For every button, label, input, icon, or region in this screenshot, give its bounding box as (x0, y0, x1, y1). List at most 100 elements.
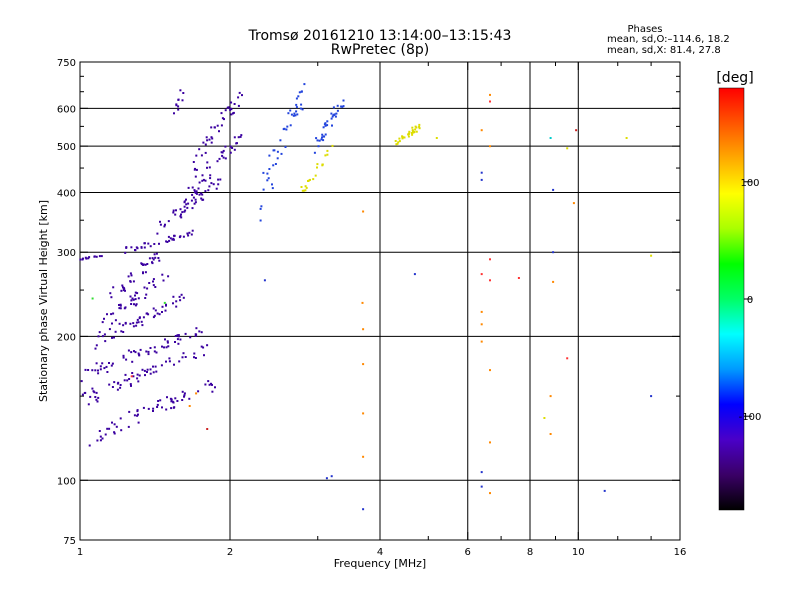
data-point (289, 109, 292, 112)
data-point (149, 347, 152, 349)
data-point (133, 303, 135, 306)
data-point (159, 220, 161, 223)
data-point (210, 141, 213, 144)
data-point (127, 425, 130, 428)
data-point (233, 148, 236, 151)
data-point (315, 137, 318, 140)
data-point (294, 114, 297, 117)
data-point (103, 333, 106, 336)
data-point (167, 345, 170, 348)
data-point (129, 295, 132, 298)
data-point (97, 396, 100, 399)
data-point (110, 296, 113, 299)
data-point (161, 406, 163, 409)
data-point (118, 322, 121, 325)
data-point (233, 103, 236, 105)
data-point (193, 356, 195, 359)
data-point (124, 306, 127, 309)
data-point (123, 379, 126, 382)
data-point (411, 133, 414, 136)
y-tick-label: 300 (57, 248, 76, 259)
data-point (221, 154, 224, 157)
data-point (330, 112, 333, 115)
data-point (237, 96, 240, 99)
data-point (167, 220, 170, 223)
data-point (236, 142, 238, 145)
data-point (136, 414, 139, 417)
data-point (174, 341, 176, 343)
data-point (134, 351, 137, 354)
data-point (187, 186, 190, 189)
data-point (166, 340, 169, 343)
data-point (97, 372, 100, 375)
data-point (316, 139, 319, 142)
data-point (285, 128, 288, 131)
data-point (176, 338, 179, 341)
data-point (183, 395, 185, 398)
data-point (230, 113, 233, 116)
data-point (411, 129, 414, 132)
data-point (324, 124, 327, 127)
data-point (222, 156, 225, 159)
data-point (489, 93, 491, 96)
data-point (149, 372, 152, 375)
data-point (170, 407, 173, 410)
data-point (163, 225, 166, 228)
data-point (435, 137, 438, 139)
data-point (95, 362, 98, 365)
data-point (317, 145, 320, 148)
data-point (93, 255, 96, 258)
data-point (80, 380, 83, 383)
colorbar-tick-label: 0 (747, 295, 753, 306)
data-point (237, 136, 240, 139)
data-point (133, 414, 136, 417)
data-point (489, 145, 491, 148)
data-point (198, 148, 201, 151)
data-point (202, 178, 205, 181)
y-tick-label: 200 (57, 332, 76, 343)
data-point (283, 127, 286, 130)
data-point (179, 299, 182, 302)
data-point (194, 175, 197, 178)
data-point (210, 136, 213, 139)
data-point (192, 161, 195, 163)
data-point (122, 289, 125, 292)
data-point (135, 321, 138, 324)
data-point (172, 211, 175, 214)
data-point (95, 344, 98, 347)
data-point (650, 395, 653, 398)
data-point (170, 398, 173, 401)
data-point (144, 297, 147, 299)
data-point (361, 301, 364, 304)
y-tick-labels: 75 100 200 300 400 500 600 750 (57, 58, 76, 547)
data-point (552, 280, 555, 283)
data-point (194, 201, 197, 204)
data-point (142, 264, 145, 266)
data-point (480, 323, 483, 326)
data-point (133, 350, 135, 353)
data-point (552, 188, 555, 191)
phase-stats-x: mean, sd,X: 81.4, 27.8 (607, 45, 721, 56)
data-point (168, 357, 171, 360)
data-point (202, 141, 205, 144)
data-point (174, 213, 177, 216)
y-tick-label: 750 (57, 58, 76, 69)
data-point (413, 273, 416, 276)
data-point (211, 383, 213, 386)
data-point (362, 328, 365, 331)
data-point (172, 209, 175, 212)
data-point (224, 145, 227, 148)
data-point (181, 356, 184, 359)
data-point (330, 475, 333, 478)
data-point (331, 144, 334, 147)
x-tick-label: 16 (674, 547, 687, 558)
data-point (217, 183, 220, 186)
data-point (84, 368, 87, 371)
data-point (142, 316, 145, 319)
data-point (414, 128, 417, 131)
data-point (177, 335, 180, 338)
data-point (195, 154, 198, 157)
data-point (187, 234, 190, 237)
data-point (180, 213, 182, 216)
data-point (181, 399, 184, 401)
